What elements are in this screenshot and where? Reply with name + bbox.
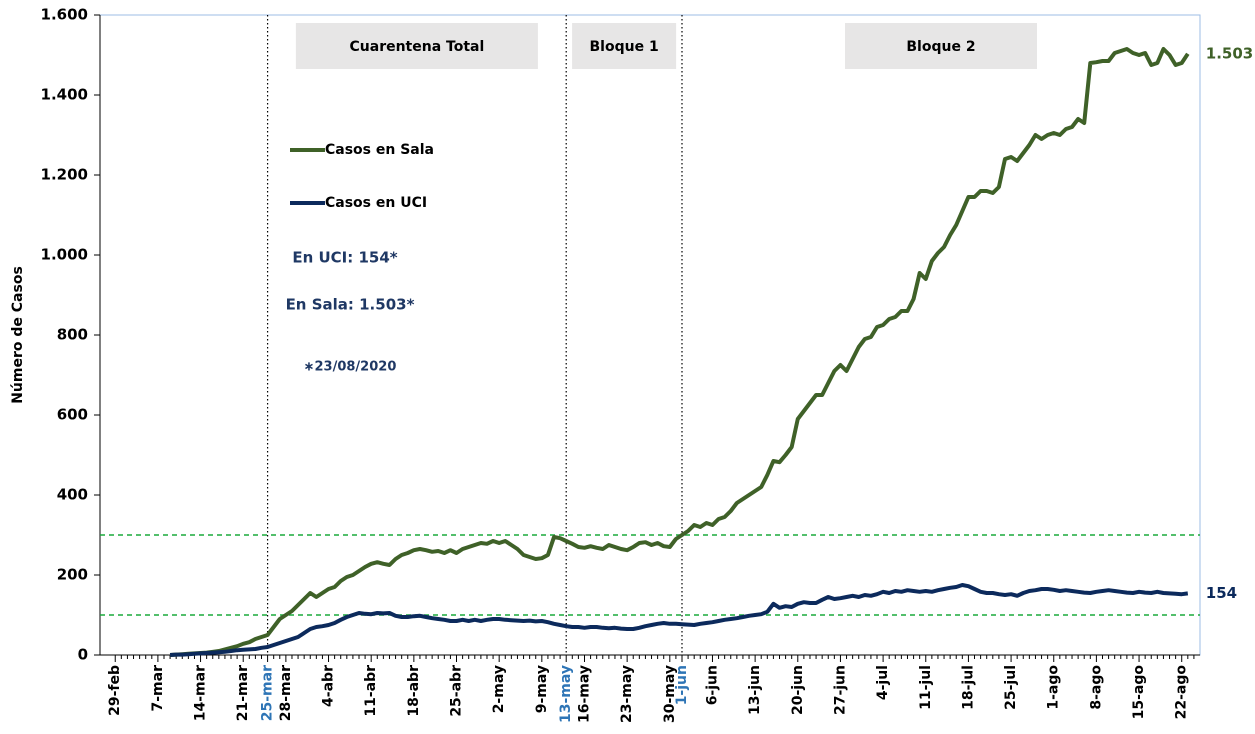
x-tick-label: 25-jul: [1003, 665, 1019, 710]
legend-label: Casos en Sala: [325, 142, 434, 158]
phase-box: [844, 23, 1037, 69]
x-tick-label: 2-may: [491, 665, 507, 713]
y-tick-label: 1.600: [41, 6, 88, 24]
x-tick-label: 30-may: [662, 665, 678, 723]
x-tick-label: 11-abr: [363, 665, 379, 717]
y-tick-label: 400: [57, 486, 88, 504]
series-line: [169, 47, 1190, 657]
phase-box: [295, 23, 538, 69]
series-line: [169, 583, 1189, 657]
x-tick-label: 18-jul: [960, 665, 976, 710]
x-tick-label: 29-feb: [107, 665, 123, 716]
y-tick-label: 200: [57, 566, 88, 584]
x-tick-label: 8-ago: [1088, 665, 1104, 710]
plot-frame: [99, 14, 1201, 656]
y-axis-label: Número de Casos: [10, 266, 26, 404]
x-tick-label: 27-jun: [832, 665, 848, 715]
annotation: En Sala: 1.503*: [286, 296, 415, 314]
x-tick-label: 6-jun: [704, 665, 720, 705]
x-tick-label: 18-abr: [406, 665, 422, 717]
x-tick-label: 7-mar: [150, 665, 166, 712]
x-tick-label: 25-abr: [449, 665, 465, 717]
annotation: En UCI: 154*: [292, 249, 397, 267]
x-tick-label: 23-may: [619, 665, 635, 723]
y-tick-label: 800: [57, 326, 88, 344]
x-tick-label: 25-mar: [260, 665, 276, 721]
y-tick-label: 1.000: [41, 246, 88, 264]
y-tick-label: 1.400: [41, 86, 88, 104]
x-tick-label: 22-ago: [1174, 665, 1190, 720]
x-tick-label: 11-jul: [918, 665, 934, 710]
y-tick-label: 0: [78, 646, 88, 664]
phase-box: [572, 23, 677, 69]
x-tick-label: 13-jun: [747, 665, 763, 715]
phase-label: Bloque 1: [590, 39, 659, 55]
x-tick-label: 9-may: [534, 665, 550, 713]
x-tick-label: 16-may: [576, 665, 592, 723]
end-label: 1.503: [1206, 44, 1253, 62]
annotation: ∗23/08/2020: [304, 360, 397, 375]
x-tick-label: 4-jul: [875, 665, 891, 700]
phase-label: Cuarentena Total: [350, 39, 485, 55]
x-tick-label: 28-mar: [278, 665, 294, 721]
x-tick-label: 20-jun: [790, 665, 806, 715]
x-tick-label: 1-jun: [674, 665, 690, 705]
y-tick-label: 600: [57, 406, 88, 424]
legend-label: Casos en UCI: [325, 195, 427, 211]
x-tick-label: 21-mar: [235, 665, 251, 721]
end-label: 154: [1206, 584, 1237, 602]
x-tick-label: 14-mar: [193, 665, 209, 721]
x-tick-label: 1-ago: [1046, 665, 1062, 710]
x-tick-label: 4-abr: [321, 665, 337, 707]
x-tick-label: 15-ago: [1131, 665, 1147, 720]
phase-label: Bloque 2: [906, 39, 975, 55]
x-tick-label: 13-may: [558, 665, 574, 723]
y-tick-label: 1.200: [41, 166, 88, 184]
